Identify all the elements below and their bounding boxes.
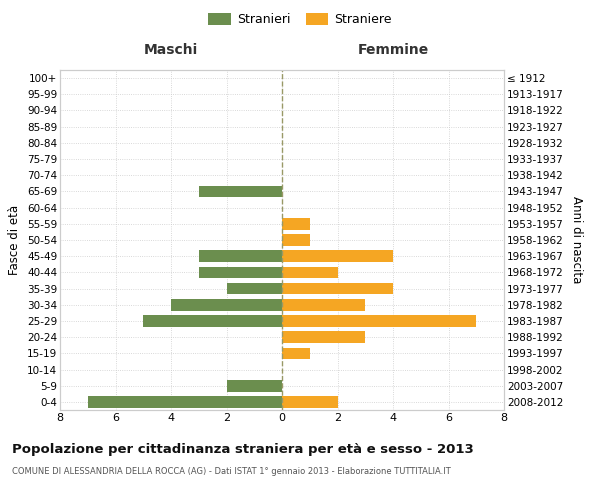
Bar [171, 299, 282, 310]
Bar [199, 186, 282, 198]
Bar [282, 282, 393, 294]
Bar [282, 315, 476, 327]
Y-axis label: Fasce di età: Fasce di età [8, 205, 22, 275]
Bar [227, 380, 282, 392]
Bar [282, 218, 310, 230]
Bar [282, 396, 337, 407]
Bar [88, 396, 282, 407]
Text: Maschi: Maschi [144, 44, 198, 58]
Bar [282, 234, 310, 246]
Bar [282, 266, 337, 278]
Bar [199, 266, 282, 278]
Bar [143, 315, 282, 327]
Bar [282, 250, 393, 262]
Bar [282, 348, 310, 359]
Bar [282, 299, 365, 310]
Legend: Stranieri, Straniere: Stranieri, Straniere [205, 8, 395, 29]
Text: Femmine: Femmine [358, 44, 428, 58]
Text: COMUNE DI ALESSANDRIA DELLA ROCCA (AG) - Dati ISTAT 1° gennaio 2013 - Elaborazio: COMUNE DI ALESSANDRIA DELLA ROCCA (AG) -… [12, 468, 451, 476]
Bar [282, 332, 365, 343]
Bar [199, 250, 282, 262]
Y-axis label: Anni di nascita: Anni di nascita [570, 196, 583, 284]
Bar [227, 282, 282, 294]
Text: Popolazione per cittadinanza straniera per età e sesso - 2013: Popolazione per cittadinanza straniera p… [12, 442, 474, 456]
